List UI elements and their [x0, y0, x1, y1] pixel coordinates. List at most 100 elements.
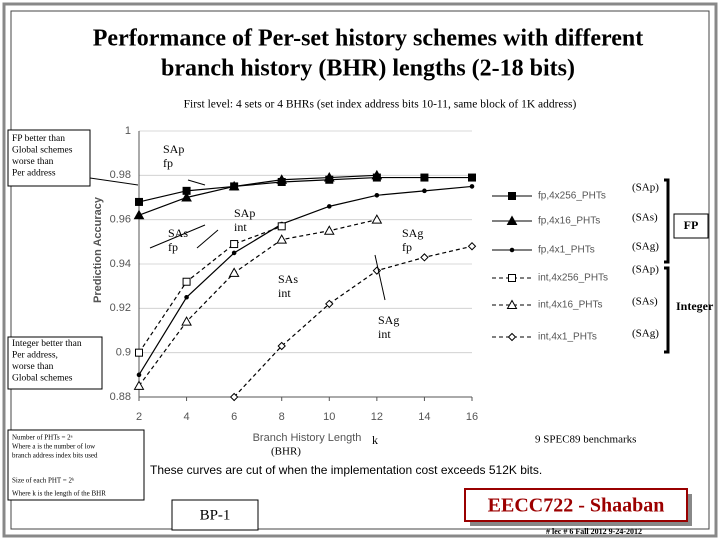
footer: # lec # 6 Fall 2012 9-24-2012 — [546, 527, 642, 536]
annotation: SAp — [234, 206, 255, 220]
annotation: fp — [402, 240, 412, 254]
series-line — [138, 176, 472, 203]
size-note: Size of each PHT = 2ᵏ — [12, 477, 75, 485]
legend-label: fp,4x1_PHTs — [538, 245, 595, 256]
marker — [277, 222, 286, 231]
scheme-label: (SAp) — [632, 264, 659, 276]
marker — [181, 316, 192, 326]
annotation: fp — [163, 156, 173, 170]
marker — [506, 215, 518, 225]
x-tick-label: 10 — [323, 411, 335, 423]
annotation: fp — [168, 240, 178, 254]
legend-label: int,4x256_PHTs — [538, 273, 608, 284]
marker — [133, 209, 145, 220]
y-tick-label: 0.92 — [110, 302, 131, 314]
pointer — [149, 224, 206, 249]
pht-note: Where a is the number of low — [12, 443, 96, 451]
size-note: Where k is the length of the BHR — [12, 490, 106, 498]
x-tick-label: 6 — [231, 411, 237, 423]
marker — [509, 247, 515, 253]
marker — [422, 188, 427, 194]
benchmarks: 9 SPEC89 benchmarks — [535, 434, 636, 446]
bhr-label: (BHR) — [271, 446, 301, 458]
slide-id-box — [171, 499, 259, 531]
y-tick-label: 0.94 — [110, 258, 131, 270]
cutoff-note: These curves are cut of when the impleme… — [150, 463, 542, 477]
marker — [181, 191, 192, 202]
marker — [182, 277, 191, 286]
note-box — [7, 129, 91, 187]
note-box — [7, 336, 103, 390]
x-tick-label: 14 — [418, 411, 430, 423]
course: EECC722 - Shaaban — [488, 495, 665, 517]
note-box — [7, 429, 145, 501]
marker — [135, 348, 143, 357]
marker — [230, 240, 239, 249]
course-box — [464, 488, 688, 522]
marker — [371, 214, 383, 224]
y-tick-label: 0.98 — [110, 169, 131, 181]
scheme-label: (SAs) — [632, 296, 658, 308]
scheme-label: (SAp) — [632, 182, 659, 194]
int-note: Global schemes — [12, 374, 73, 384]
marker — [323, 225, 335, 235]
annotation: SAs — [278, 272, 298, 286]
marker — [184, 294, 189, 300]
pointer — [187, 179, 206, 186]
group-label: Integer — [676, 299, 714, 313]
x-tick-label: 8 — [279, 411, 285, 423]
marker — [507, 332, 517, 342]
slide-title: branch history (BHR) lengths (2-18 bits) — [161, 56, 575, 82]
series-line — [138, 174, 377, 216]
marker — [231, 250, 237, 256]
int-note: Per address, — [12, 351, 58, 361]
pointer — [374, 254, 386, 301]
marker — [228, 267, 240, 277]
legend-box — [478, 182, 628, 350]
series-line — [138, 185, 473, 376]
marker — [467, 242, 477, 251]
pht-note: Number of PHTs = 2ᵃ — [12, 434, 73, 442]
k-label: k — [372, 433, 378, 447]
fp-note: FP better than — [12, 134, 65, 144]
y-tick-label: 0.88 — [110, 391, 131, 403]
x-tick-label: 4 — [184, 411, 190, 423]
legend-label: int,4x16_PHTs — [538, 300, 602, 311]
y-tick-label: 1 — [125, 125, 131, 137]
marker — [506, 299, 518, 309]
marker — [276, 234, 288, 244]
marker — [276, 174, 288, 184]
y-tick-label: 0.9 — [116, 347, 131, 359]
slide-title: Performance of Per-set history schemes w… — [93, 26, 643, 52]
marker — [468, 173, 476, 182]
scheme-label: (SAs) — [632, 212, 658, 224]
annotation: SAp — [163, 142, 184, 156]
pht-note: branch address index bits used — [12, 452, 98, 460]
x-tick-label: 16 — [466, 411, 478, 423]
series-line — [233, 245, 473, 398]
legend-label: int,4x1_PHTs — [538, 332, 597, 343]
legend-label: fp,4x16_PHTs — [538, 216, 600, 227]
legend-label: fp,4x256_PHTs — [538, 191, 606, 202]
x-tick-label: 2 — [136, 411, 142, 423]
series-line — [138, 219, 377, 387]
pointer — [89, 177, 139, 186]
marker — [371, 169, 383, 180]
annotation: SAs — [168, 226, 188, 240]
pointer — [196, 229, 219, 249]
slide-inner-frame — [10, 10, 710, 530]
annotation: SAg — [402, 226, 423, 240]
marker — [326, 204, 332, 209]
marker — [374, 192, 380, 198]
fp-note: Per address — [12, 169, 56, 179]
marker — [323, 172, 335, 182]
int-note: Integer better than — [12, 339, 82, 349]
bracket — [664, 178, 670, 264]
marker — [325, 299, 334, 309]
y-axis-label: Prediction Accuracy — [92, 196, 104, 303]
marker — [228, 180, 240, 191]
y-tick-label: 0.96 — [110, 214, 131, 226]
x-tick-label: 12 — [371, 411, 383, 423]
marker — [420, 253, 429, 262]
